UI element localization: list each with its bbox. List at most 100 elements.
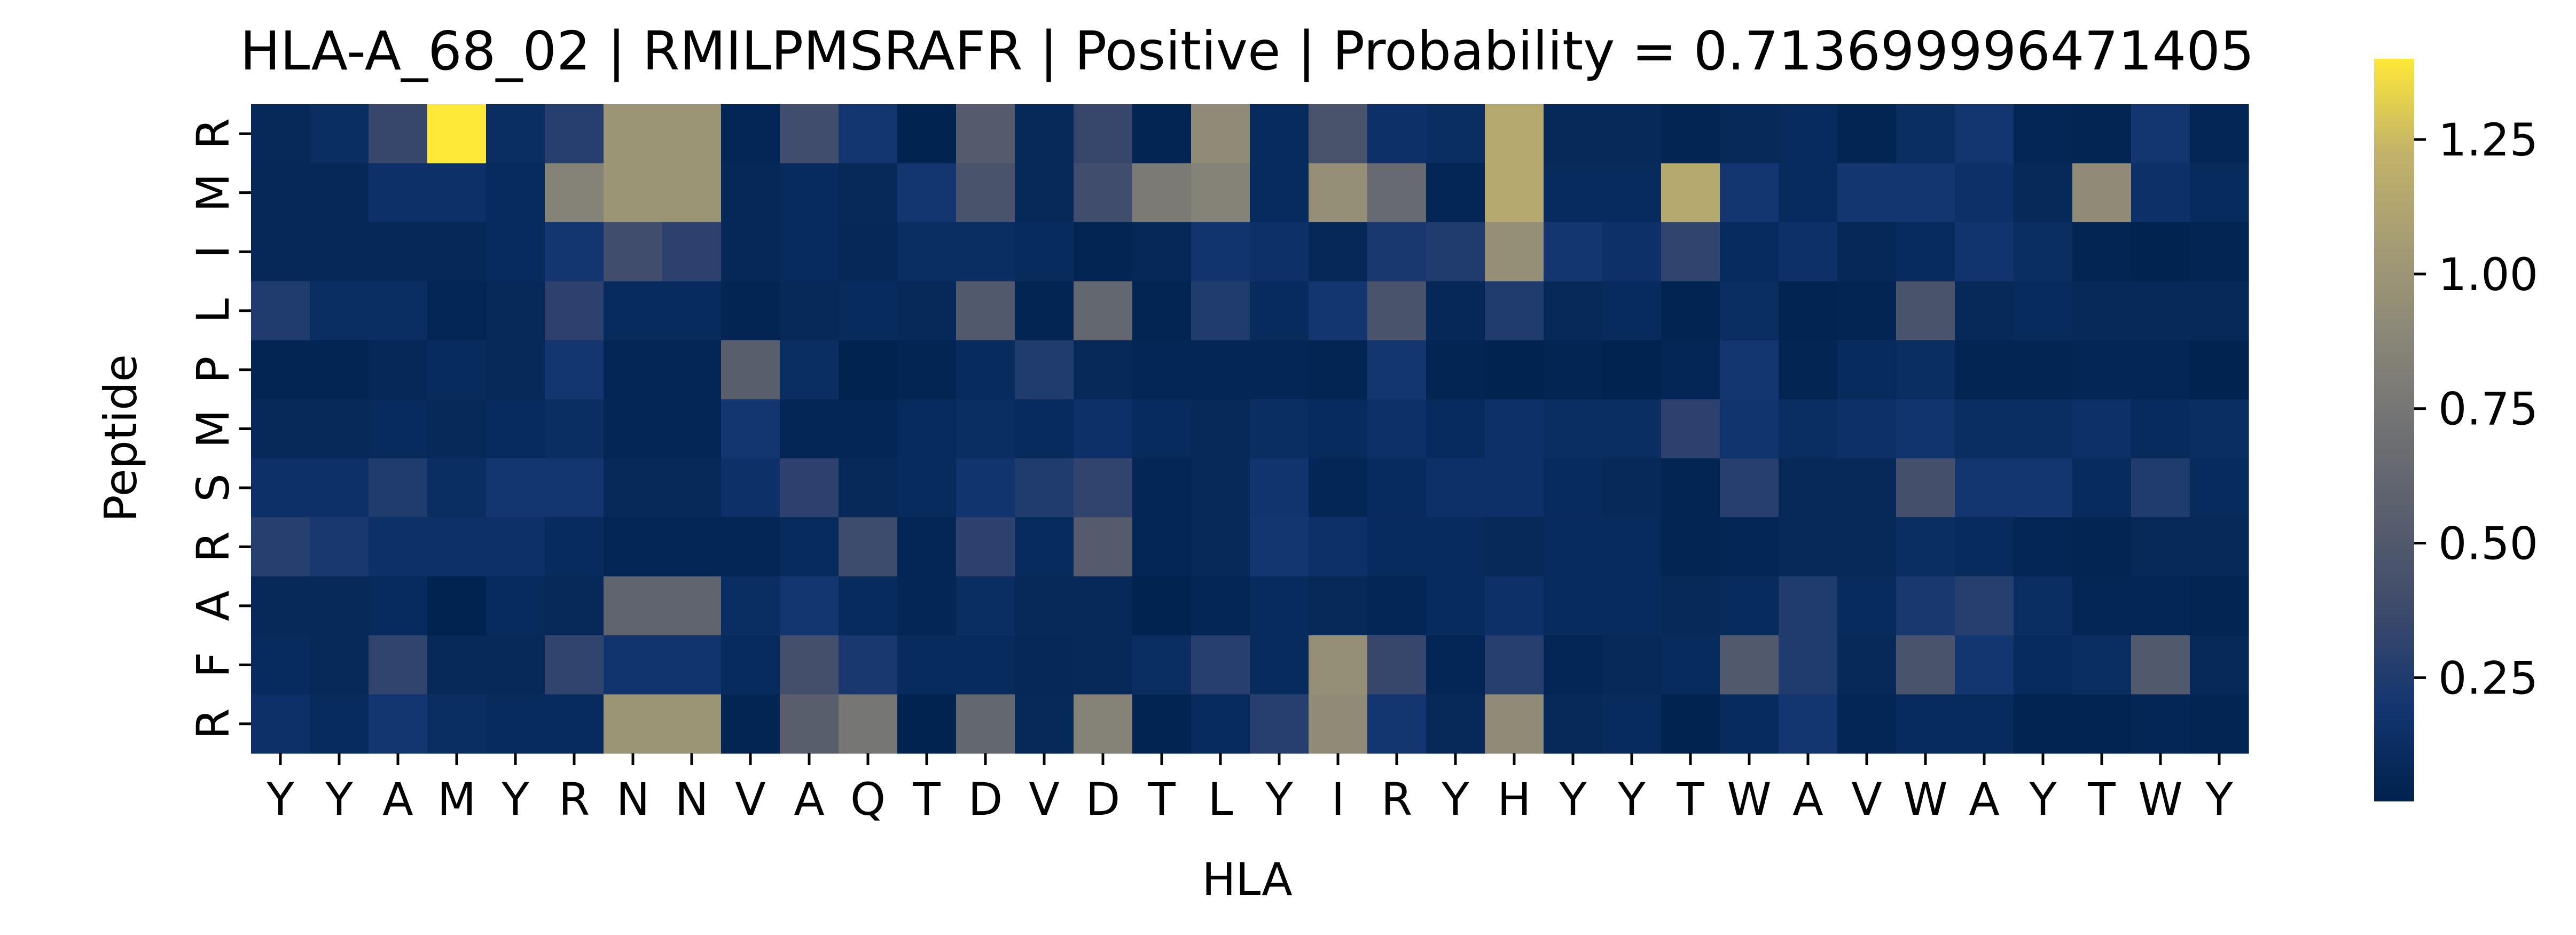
heatmap-cell xyxy=(2190,694,2249,754)
heatmap-cell xyxy=(839,104,898,164)
heatmap-cell xyxy=(1779,517,1838,577)
heatmap-cell xyxy=(427,635,487,695)
colorbar-tick-label: 1.25 xyxy=(2438,114,2538,166)
heatmap-cell xyxy=(2014,517,2073,577)
heatmap-cell xyxy=(1779,163,1838,223)
heatmap-cell xyxy=(780,104,839,164)
heatmap-cell xyxy=(2131,458,2190,518)
heatmap-cell xyxy=(1544,222,1603,282)
heatmap-cell xyxy=(2131,222,2190,282)
heatmap-cell xyxy=(1132,576,1192,636)
heatmap-cell xyxy=(1837,104,1897,164)
heatmap-cell xyxy=(604,694,663,754)
heatmap-cell xyxy=(1132,635,1192,695)
heatmap-cell xyxy=(721,517,780,577)
heatmap-cell xyxy=(1309,694,1368,754)
x-tick-label: W xyxy=(1903,773,1947,825)
heatmap-cell xyxy=(1367,458,1427,518)
heatmap-cell xyxy=(1485,281,1544,341)
heatmap-cell xyxy=(1602,104,1662,164)
heatmap-cell xyxy=(2072,635,2132,695)
heatmap-cell xyxy=(1367,222,1427,282)
heatmap-cell xyxy=(1426,694,1485,754)
x-tick-label: V xyxy=(735,773,765,825)
heatmap-cell xyxy=(2190,399,2249,459)
heatmap-cell xyxy=(1720,576,1779,636)
heatmap-cell xyxy=(1896,163,1955,223)
heatmap-cell xyxy=(2072,222,2132,282)
heatmap-cell xyxy=(1720,340,1779,400)
heatmap-cell xyxy=(1250,576,1309,636)
heatmap-cell xyxy=(1015,340,1074,400)
heatmap-cell xyxy=(1837,222,1897,282)
heatmap-cell xyxy=(839,458,898,518)
heatmap-cell xyxy=(1309,340,1368,400)
heatmap-cell xyxy=(1309,163,1368,223)
colorbar-tick-label: 0.25 xyxy=(2438,652,2538,704)
heatmap-cell xyxy=(780,281,839,341)
heatmap-cell xyxy=(2014,281,2073,341)
heatmap-cell xyxy=(1132,104,1192,164)
heatmap-cell xyxy=(1602,458,1662,518)
heatmap-cell xyxy=(1837,340,1897,400)
heatmap-cell xyxy=(1191,399,1250,459)
heatmap-cell xyxy=(1309,399,1368,459)
heatmap-cell xyxy=(2190,281,2249,341)
heatmap-cell xyxy=(2131,104,2190,164)
heatmap-cell xyxy=(369,576,428,636)
y-tick-label: F xyxy=(187,652,239,677)
heatmap-cell xyxy=(1602,222,1662,282)
heatmap-cell xyxy=(1132,281,1192,341)
heatmap-cell xyxy=(1602,281,1662,341)
heatmap-cell xyxy=(310,635,369,695)
heatmap-cell xyxy=(486,517,545,577)
heatmap-cell xyxy=(1837,576,1897,636)
heatmap-cell xyxy=(1485,458,1544,518)
heatmap-cell xyxy=(2131,576,2190,636)
heatmap-cell xyxy=(2072,458,2132,518)
heatmap-cell xyxy=(251,576,310,636)
heatmap-cell xyxy=(1074,281,1133,341)
x-tick-label: T xyxy=(1147,773,1176,825)
heatmap-cell xyxy=(486,340,545,400)
heatmap-cell xyxy=(1132,458,1192,518)
heatmap-cell xyxy=(1720,399,1779,459)
heatmap-cell xyxy=(1602,694,1662,754)
heatmap-cell xyxy=(1074,694,1133,754)
heatmap-cell xyxy=(1955,694,2014,754)
colorbar-tick-label: 0.50 xyxy=(2438,518,2538,570)
heatmap-cell xyxy=(1309,281,1368,341)
heatmap-cell xyxy=(1367,576,1427,636)
heatmap-cell xyxy=(545,576,604,636)
y-tick-label: R xyxy=(187,708,239,739)
heatmap-cell xyxy=(427,517,487,577)
heatmap-cell xyxy=(839,694,898,754)
heatmap-cell xyxy=(1015,635,1074,695)
heatmap-cell xyxy=(1426,340,1485,400)
heatmap-cell xyxy=(604,635,663,695)
x-tick-label: A xyxy=(794,773,824,825)
heatmap-cell xyxy=(1544,458,1603,518)
heatmap-cell xyxy=(1896,517,1955,577)
heatmap-cell xyxy=(1485,399,1544,459)
heatmap-cell xyxy=(1074,163,1133,223)
heatmap-cell xyxy=(1837,163,1897,223)
x-tick-label: T xyxy=(1676,773,1704,825)
heatmap-cell xyxy=(780,340,839,400)
heatmap-cell xyxy=(545,694,604,754)
heatmap-cell xyxy=(486,576,545,636)
x-tick-label: Y xyxy=(2029,773,2057,825)
x-tick-label: A xyxy=(1969,773,1999,825)
heatmap-cell xyxy=(1955,104,2014,164)
heatmap-cell xyxy=(2014,694,2073,754)
heatmap-cell xyxy=(1191,104,1250,164)
heatmap-cell xyxy=(1602,399,1662,459)
heatmap-cell xyxy=(897,163,957,223)
heatmap-cell xyxy=(1720,104,1779,164)
heatmap-cell xyxy=(1250,104,1309,164)
heatmap-cell xyxy=(1485,517,1544,577)
heatmap-cell xyxy=(2131,340,2190,400)
heatmap-cell xyxy=(1602,163,1662,223)
heatmap-cell xyxy=(1485,635,1544,695)
heatmap-cell xyxy=(2014,399,2073,459)
